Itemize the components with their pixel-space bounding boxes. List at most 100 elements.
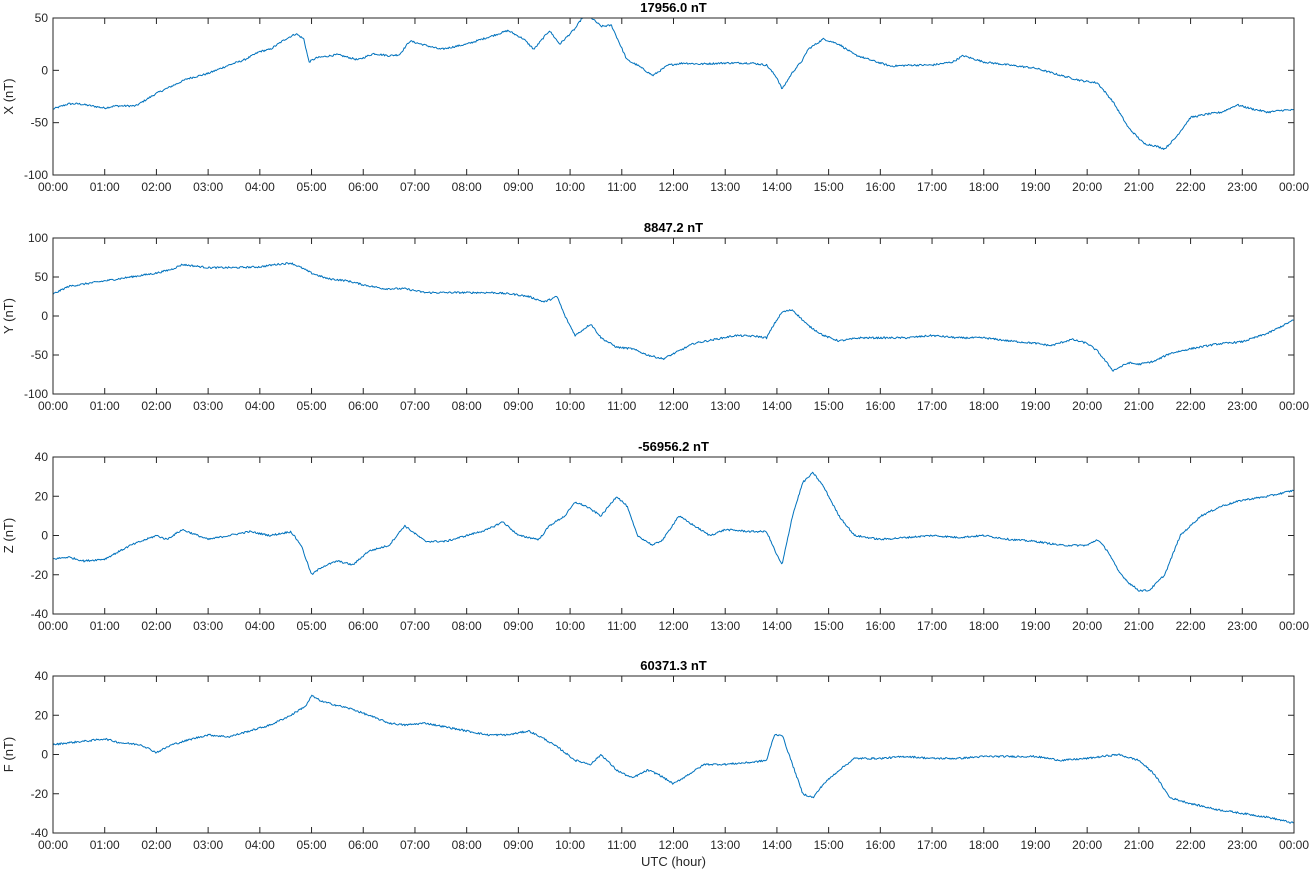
x-tick-label: 05:00 [297,399,327,413]
x-tick-label: 15:00 [814,838,844,852]
x-tick-label: 22:00 [1176,619,1206,633]
x-tick-label: 07:00 [400,180,430,194]
x-tick-label: 17:00 [917,619,947,633]
x-tick-label: 08:00 [452,619,482,633]
y-tick-label: 20 [35,489,49,503]
x-tick-label: 01:00 [90,399,120,413]
y-axis-label-x: X (nT) [1,78,16,114]
x-tick-label: 06:00 [348,180,378,194]
x-tick-label: 02:00 [141,619,171,633]
y-tick-label: -40 [31,607,49,621]
x-tick-label: 14:00 [762,399,792,413]
x-tick-label: 12:00 [658,399,688,413]
x-tick-label: 00:00 [38,838,68,852]
x-tick-label: 05:00 [297,619,327,633]
x-tick-label: 23:00 [1227,180,1257,194]
x-tick-label: 10:00 [555,180,585,194]
x-tick-label: 10:00 [555,619,585,633]
x-tick-label: 00:00 [1279,838,1309,852]
x-tick-label: 16:00 [865,619,895,633]
panel-z: 00:00 01:00 02:00 03:00 04:00 05:00 06:00 07:00… [1,439,1309,633]
x-tick-label: 01:00 [90,838,120,852]
axes-box-z [52,456,1295,615]
x-tick-label: 14:00 [762,838,792,852]
x-tick-label: 15:00 [814,180,844,194]
x-tick-label: 13:00 [710,180,740,194]
x-tick-label: 17:00 [917,838,947,852]
x-tick-label: 11:00 [607,838,636,852]
x-tick-label: 17:00 [917,180,947,194]
panel-y: 00:00 01:00 02:00 03:00 04:00 05:00 06:00 07:00… [1,220,1309,413]
x-tick-label: 04:00 [245,180,275,194]
x-tick-label: 21:00 [1124,180,1154,194]
x-tick-label: 04:00 [245,619,275,633]
x-tick-label: 22:00 [1176,838,1206,852]
x-tick-label: 20:00 [1072,180,1102,194]
x-tick-label: 09:00 [503,838,533,852]
x-tick-label: 11:00 [607,399,636,413]
x-tick-label: 00:00 [1279,619,1309,633]
x-tick-label: 19:00 [1020,619,1050,633]
x-tick-label: 13:00 [710,619,740,633]
x-tick-label: 02:00 [141,399,171,413]
x-tick-label: 05:00 [297,180,327,194]
x-tick-label: 10:00 [555,838,585,852]
y-tick-label: 40 [35,450,49,464]
y-tick-label: -100 [24,387,48,401]
y-tick-label: -50 [31,116,49,130]
y-tick-label: 100 [28,231,48,245]
y-axis-label-f: F (nT) [1,737,16,772]
x-tick-label: 13:00 [710,838,740,852]
x-tick-label: 14:00 [762,180,792,194]
x-tick-label: 04:00 [245,399,275,413]
x-tick-label: 14:00 [762,619,792,633]
y-tick-label: -50 [31,348,49,362]
x-tick-label: 03:00 [193,838,223,852]
y-tick-label: 0 [41,529,48,543]
x-tick-label: 01:00 [90,180,120,194]
series-line-f [53,694,1294,824]
panel-title-z: -56956.2 nT [638,439,709,454]
y-tick-label: 40 [35,669,49,683]
x-tick-label: 07:00 [400,838,430,852]
x-tick-label: 04:00 [245,838,275,852]
x-tick-label: 07:00 [400,619,430,633]
panel-title-x: 17956.0 nT [640,0,707,15]
y-tick-label: 50 [35,270,49,284]
x-tick-label: 01:00 [90,619,120,633]
x-tick-label: 18:00 [969,180,999,194]
panel-f: 00:00 01:00 02:00 03:00 04:00 05:00 06:00 07:00… [1,658,1309,869]
x-tick-label: 06:00 [348,399,378,413]
x-tick-label: 09:00 [503,619,533,633]
x-tick-label: 15:00 [814,399,844,413]
x-tick-label: 02:00 [141,838,171,852]
panel-title-f: 60371.3 nT [640,658,707,673]
x-tick-label: 05:00 [297,838,327,852]
x-tick-label: 15:00 [814,619,844,633]
series-line-z [53,471,1294,592]
x-tick-label: 18:00 [969,399,999,413]
x-tick-label: 21:00 [1124,619,1154,633]
y-tick-label: 0 [41,309,48,323]
x-tick-label: 20:00 [1072,619,1102,633]
x-tick-label: 18:00 [969,619,999,633]
x-tick-label: 03:00 [193,399,223,413]
x-tick-label: 23:00 [1227,399,1257,413]
y-tick-label: 20 [35,708,49,722]
y-tick-label: 0 [41,63,48,77]
y-tick-label: 50 [35,11,49,25]
x-axis-label: UTC (hour) [641,854,706,869]
x-tick-label: 16:00 [865,180,895,194]
y-tick-label: -100 [24,168,48,182]
x-tick-label: 23:00 [1227,838,1257,852]
y-tick-label: 0 [41,748,48,762]
x-tick-label: 00:00 [38,180,68,194]
x-tick-label: 03:00 [193,180,223,194]
x-tick-label: 12:00 [658,180,688,194]
x-tick-label: 18:00 [969,838,999,852]
x-tick-label: 19:00 [1020,180,1050,194]
axes-box-y [52,237,1295,395]
y-tick-label: -40 [31,826,49,840]
x-tick-label: 19:00 [1020,838,1050,852]
